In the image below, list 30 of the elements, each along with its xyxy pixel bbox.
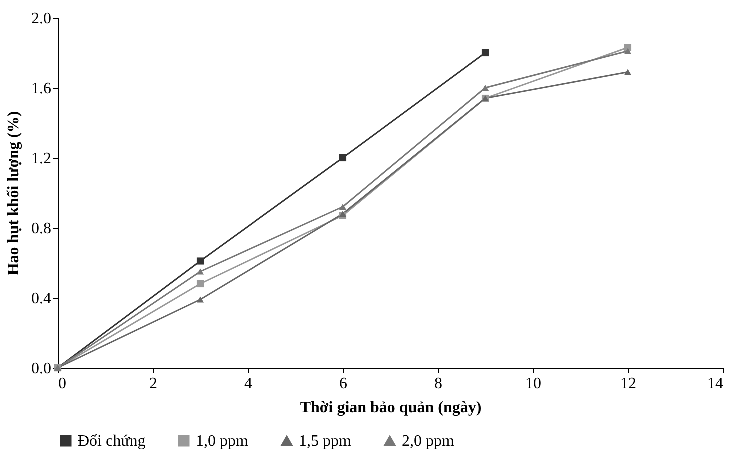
point (624, 69, 632, 76)
x-tick-label: 10 (526, 376, 542, 392)
point (339, 154, 347, 162)
y-tick-label: 2.0 (32, 10, 52, 28)
point (482, 84, 490, 92)
point (624, 48, 632, 54)
point (196, 268, 204, 275)
legend-label: 1,0 ppm (196, 433, 249, 450)
legend-label: 1,5 ppm (299, 433, 352, 450)
y-tick-label: 1.6 (32, 80, 52, 98)
x-tick-label: 2 (150, 376, 158, 392)
point (482, 49, 490, 57)
legend-label: Đối chứng (78, 433, 146, 450)
y-tick-label: 0.0 (32, 360, 52, 378)
x-tick-label: 8 (434, 376, 442, 392)
y-tick-label: 1.2 (32, 150, 52, 168)
y-tick-label: 0.8 (32, 220, 52, 238)
x-axis-title: Thời gian bảo quản (ngày) (300, 400, 482, 416)
x-tick-label: 12 (620, 376, 636, 392)
x-tick-label: 0 (58, 376, 66, 392)
x-tick-label: 4 (244, 376, 252, 392)
x-tick-label: 6 (340, 376, 348, 392)
point (196, 296, 204, 303)
y-axis-title: Hao hụt khối lượng (%) (6, 111, 22, 276)
point (196, 258, 204, 265)
y-tick-label: 0.4 (32, 290, 52, 308)
point (196, 280, 204, 288)
legend-label: 2,0 ppm (402, 433, 455, 450)
point (339, 204, 347, 210)
x-tick-label: 14 (708, 376, 724, 392)
